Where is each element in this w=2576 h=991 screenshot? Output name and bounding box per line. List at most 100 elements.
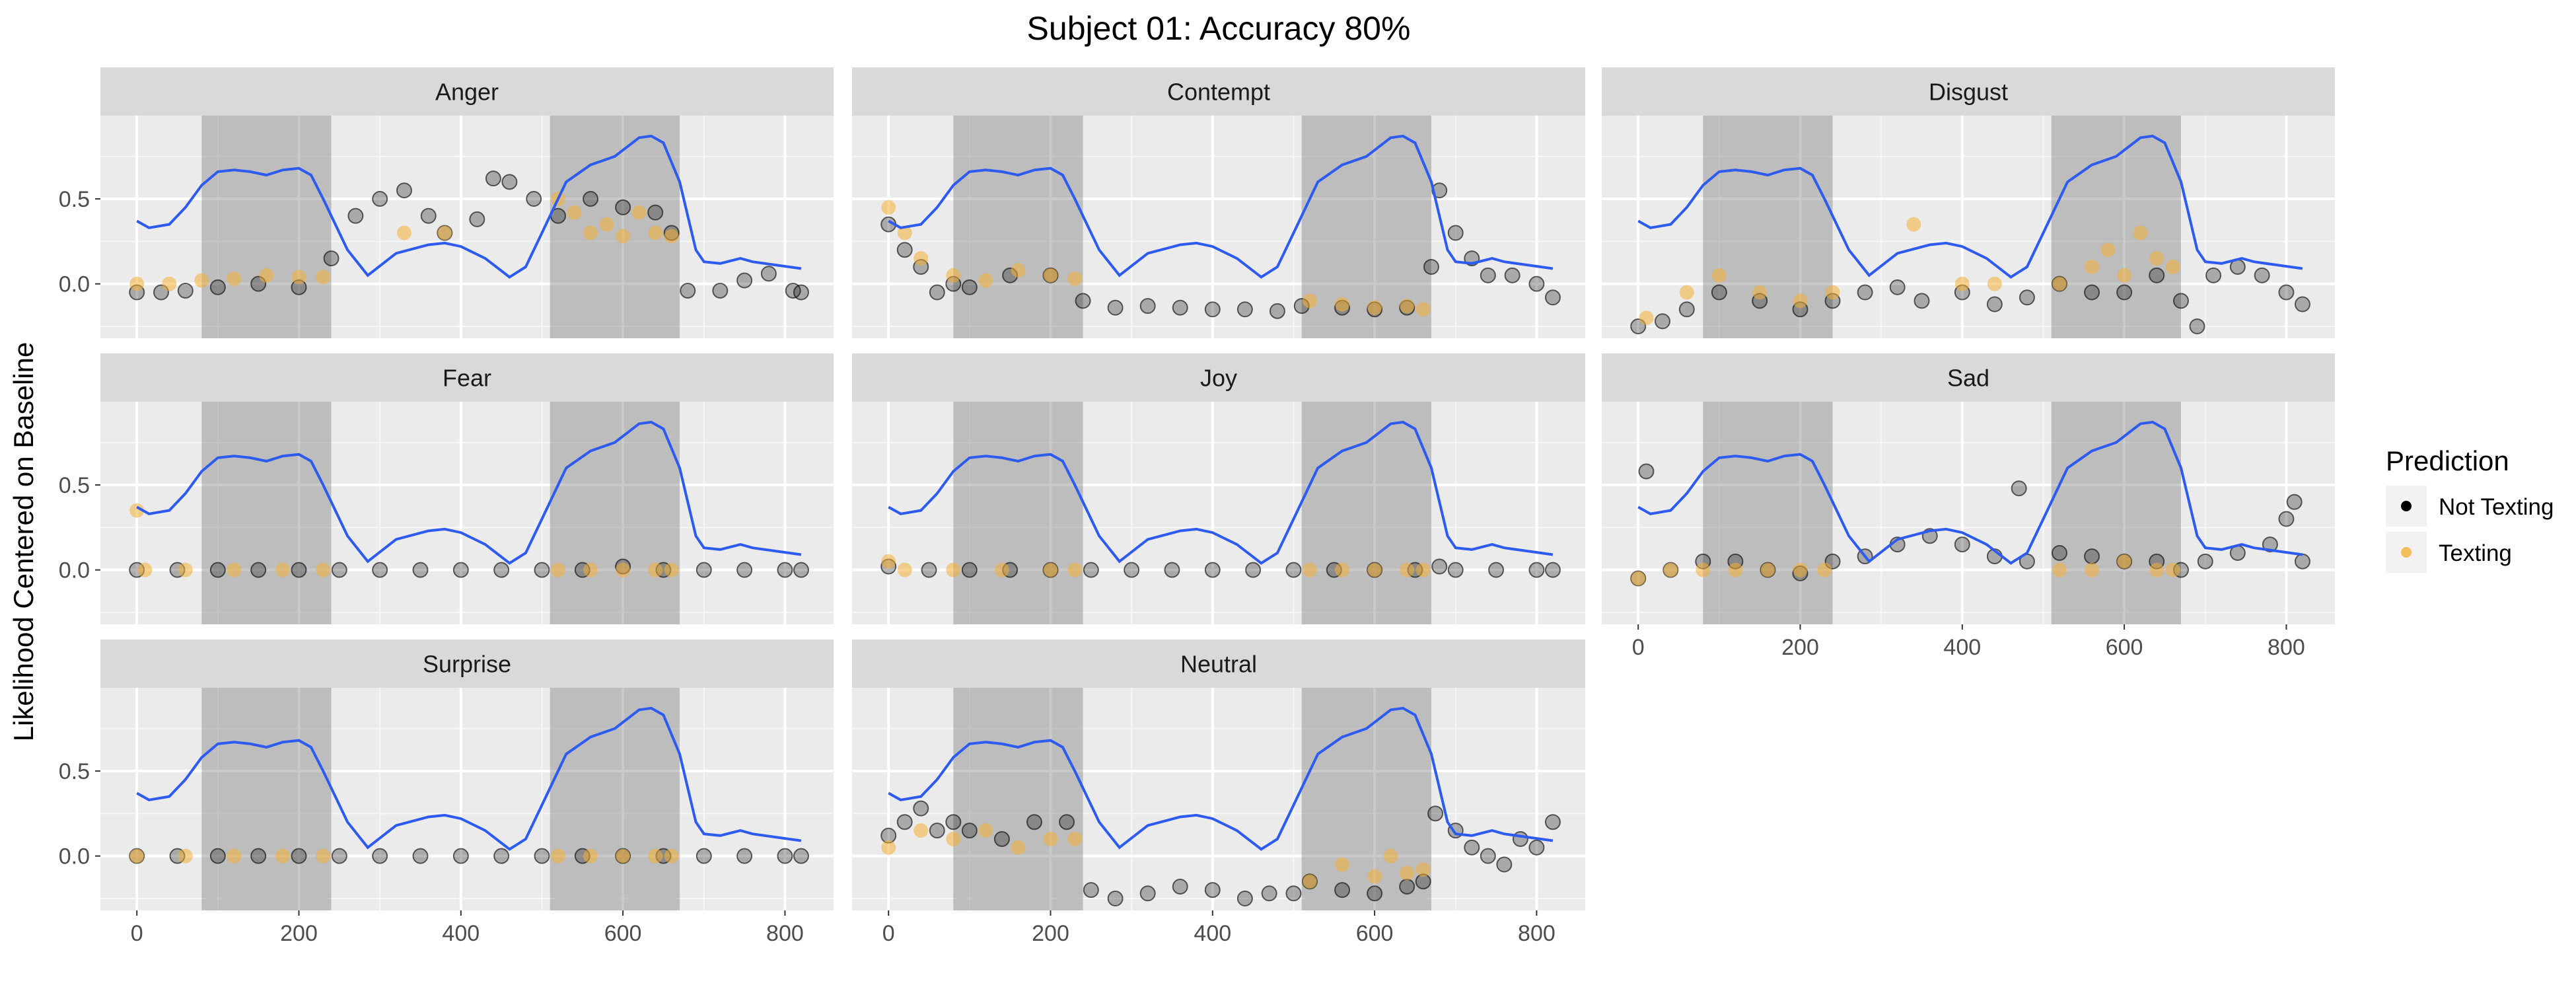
not-texting-point — [2019, 289, 2035, 306]
texting-point — [129, 276, 145, 291]
texting-point — [437, 225, 452, 240]
reference-curve — [136, 706, 802, 851]
texting-point — [1954, 276, 1970, 291]
texting-point — [194, 273, 209, 288]
not-texting-point — [1480, 848, 1496, 864]
texting-point — [881, 200, 896, 215]
texting-point — [913, 823, 929, 838]
texting-point — [275, 848, 290, 863]
not-texting-point — [1528, 839, 1545, 856]
not-texting-point — [469, 211, 485, 227]
texting-point — [994, 562, 1009, 577]
not-texting-point — [250, 562, 267, 578]
texting-point — [1631, 571, 1646, 586]
texting-point — [2149, 562, 2165, 577]
y-tick-label: 0.0 — [59, 558, 90, 583]
y-tick-label: 0.5 — [59, 187, 90, 212]
not-texting-point — [1285, 885, 1302, 902]
texting-point — [291, 270, 306, 285]
shaded-interval — [1703, 116, 1833, 338]
x-tick-label: 600 — [1356, 921, 1394, 946]
y-tick-label: 0.0 — [59, 844, 90, 869]
texting-point — [897, 225, 912, 240]
texting-point — [2100, 242, 2116, 258]
not-texting-point — [1367, 885, 1383, 902]
not-texting-point — [452, 848, 469, 864]
not-texting-point — [1107, 890, 1124, 906]
texting-point — [316, 270, 331, 285]
texting-point — [1302, 562, 1317, 577]
not-texting-point — [760, 266, 777, 282]
texting-point — [599, 217, 614, 232]
x-tick-label: 0 — [1632, 635, 1645, 660]
shaded-interval — [1703, 402, 1833, 624]
not-texting-point — [1654, 313, 1670, 330]
not-texting-point — [2254, 267, 2270, 283]
texting-point — [1696, 562, 1711, 577]
texting-point — [1415, 562, 1431, 577]
facet-strip-label: Sad — [1947, 365, 1989, 392]
legend-key-dot — [2401, 547, 2412, 558]
not-texting-point — [1496, 856, 1513, 873]
not-texting-point — [291, 562, 307, 578]
not-texting-point — [2149, 267, 2165, 283]
texting-point — [1367, 300, 1382, 315]
not-texting-point — [736, 848, 753, 864]
not-texting-point — [777, 562, 793, 578]
texting-point — [1400, 562, 1415, 577]
texting-point — [227, 848, 242, 863]
not-texting-point — [2294, 296, 2310, 312]
not-texting-point — [793, 848, 809, 864]
texting-point — [275, 562, 290, 577]
not-texting-point — [1464, 839, 1480, 856]
x-tick-label: 400 — [1194, 921, 1231, 946]
not-texting-point — [2172, 293, 2189, 309]
texting-point — [2117, 268, 2132, 283]
texting-point — [2117, 554, 2132, 569]
texting-point — [1760, 562, 1775, 577]
not-texting-point — [1528, 562, 1545, 578]
texting-point — [2165, 562, 2180, 577]
texting-point — [946, 831, 961, 846]
shaded-interval — [2051, 116, 2181, 338]
chart-title: Subject 01: Accuracy 80% — [1027, 10, 1411, 47]
not-texting-point — [1447, 562, 1464, 578]
x-tick-label: 600 — [2106, 635, 2143, 660]
not-texting-point — [347, 207, 364, 224]
texting-point — [648, 562, 663, 577]
x-tick-label: 200 — [1781, 635, 1819, 660]
facet-strip — [1602, 67, 2335, 116]
not-texting-point — [501, 174, 518, 190]
legend-entry-label: Not Texting — [2439, 494, 2554, 520]
x-tick-label: 200 — [280, 921, 318, 946]
texting-point — [946, 268, 961, 283]
not-texting-point — [993, 830, 1010, 847]
not-texting-point — [1026, 814, 1042, 830]
not-texting-point — [534, 848, 550, 864]
texting-point — [550, 848, 565, 863]
texting-point — [648, 225, 663, 240]
texting-point — [664, 562, 679, 577]
texting-point — [1415, 862, 1431, 877]
texting-point — [1067, 562, 1083, 577]
facet-strip-label: Contempt — [1167, 79, 1270, 106]
texting-point — [259, 268, 274, 283]
texting-point — [1987, 276, 2002, 291]
texting-point — [550, 562, 565, 577]
reference-curve — [888, 706, 1554, 851]
texting-point — [178, 562, 193, 577]
not-texting-point — [1544, 289, 1561, 306]
legend-title: Prediction — [2386, 445, 2509, 476]
not-texting-point — [1678, 301, 1695, 318]
texting-point — [1335, 857, 1350, 872]
texting-point — [648, 848, 663, 863]
not-texting-point — [583, 191, 599, 207]
not-texting-point — [2197, 553, 2213, 569]
facet-strip-label: Joy — [1200, 365, 1237, 392]
texting-point — [1752, 285, 1768, 300]
facet-strip-label: Neutral — [1180, 651, 1257, 678]
not-texting-point — [896, 814, 913, 830]
not-texting-point — [1124, 562, 1140, 578]
not-texting-point — [736, 562, 753, 578]
not-texting-point — [372, 848, 388, 864]
